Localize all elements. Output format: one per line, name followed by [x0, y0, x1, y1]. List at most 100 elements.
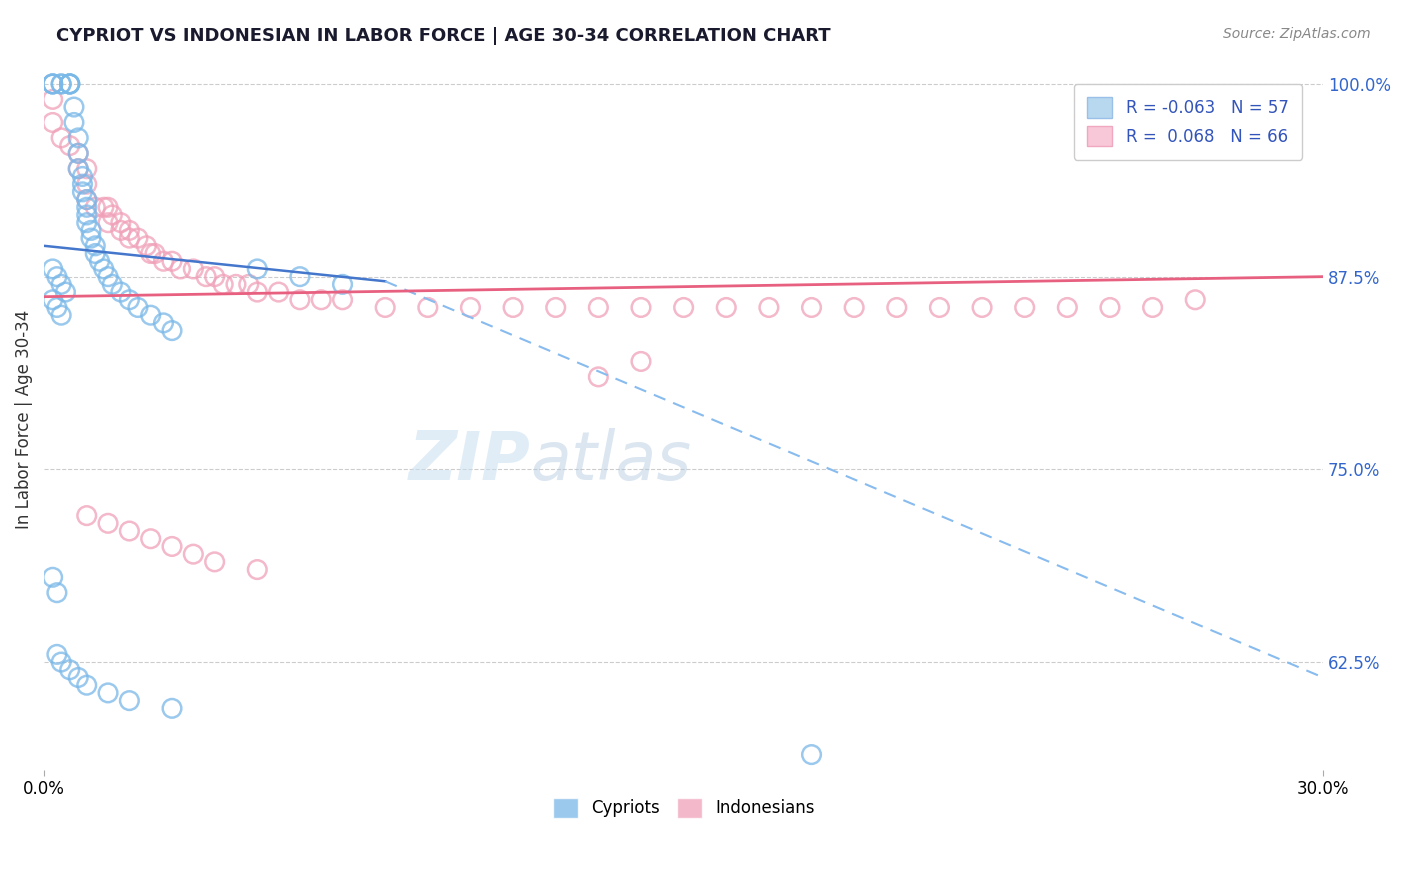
Point [110, 216, 132, 230]
Point [97, 269, 120, 284]
Point [51, 655, 73, 669]
Point [267, 285, 290, 299]
Point [118, 231, 141, 245]
Point [59, 138, 82, 153]
Point [93, 262, 115, 277]
Point [800, 301, 823, 315]
Point [238, 277, 260, 292]
Point [374, 301, 396, 315]
Point [80, 223, 103, 237]
Point [246, 285, 269, 299]
Point [544, 301, 567, 315]
Point [288, 269, 311, 284]
Point [118, 293, 141, 307]
Point [195, 269, 218, 284]
Point [67, 671, 90, 685]
Point [84, 246, 107, 260]
Point [332, 293, 354, 307]
Text: ZIP: ZIP [408, 428, 530, 494]
Point [160, 254, 183, 268]
Point [212, 277, 235, 292]
Point [51, 308, 73, 322]
Point [139, 308, 162, 322]
Point [59, 77, 82, 91]
Point [76, 508, 98, 523]
Point [97, 516, 120, 531]
Point [630, 301, 652, 315]
Point [59, 77, 82, 91]
Point [169, 262, 191, 277]
Point [63, 115, 86, 129]
Point [97, 200, 120, 214]
Point [72, 185, 94, 199]
Point [51, 277, 73, 292]
Point [45, 269, 67, 284]
Point [800, 747, 823, 762]
Point [1142, 301, 1164, 315]
Point [588, 369, 610, 384]
Point [59, 77, 82, 91]
Point [72, 177, 94, 191]
Point [45, 301, 67, 315]
Point [41, 77, 63, 91]
Point [72, 169, 94, 184]
Point [76, 216, 98, 230]
Point [1184, 293, 1206, 307]
Point [143, 246, 166, 260]
Point [183, 547, 205, 561]
Point [204, 269, 226, 284]
Point [225, 277, 247, 292]
Point [110, 285, 132, 299]
Point [1014, 301, 1036, 315]
Point [41, 570, 63, 584]
Point [160, 701, 183, 715]
Point [97, 686, 120, 700]
Point [716, 301, 738, 315]
Point [139, 246, 162, 260]
Point [67, 161, 90, 176]
Point [59, 663, 82, 677]
Point [127, 231, 149, 245]
Point [67, 146, 90, 161]
Point [76, 200, 98, 214]
Point [118, 524, 141, 538]
Point [101, 208, 124, 222]
Point [139, 532, 162, 546]
Point [309, 293, 332, 307]
Point [84, 200, 107, 214]
Point [97, 216, 120, 230]
Point [246, 563, 269, 577]
Point [76, 678, 98, 692]
Point [67, 161, 90, 176]
Point [51, 77, 73, 91]
Point [204, 555, 226, 569]
Point [63, 100, 86, 114]
Point [41, 92, 63, 106]
Point [41, 77, 63, 91]
Point [886, 301, 908, 315]
Point [758, 301, 780, 315]
Point [41, 293, 63, 307]
Point [1056, 301, 1078, 315]
Point [89, 254, 111, 268]
Point [101, 277, 124, 292]
Point [55, 285, 77, 299]
Point [76, 193, 98, 207]
Point [332, 277, 354, 292]
Point [76, 193, 98, 207]
Point [288, 293, 311, 307]
Point [844, 301, 866, 315]
Point [51, 77, 73, 91]
Point [630, 354, 652, 368]
Point [152, 316, 174, 330]
Point [76, 177, 98, 191]
Point [246, 262, 269, 277]
Text: Source: ZipAtlas.com: Source: ZipAtlas.com [1223, 27, 1371, 41]
Point [502, 301, 524, 315]
Point [67, 146, 90, 161]
Point [110, 223, 132, 237]
Legend: Cypriots, Indonesians: Cypriots, Indonesians [546, 791, 821, 825]
Point [93, 200, 115, 214]
Text: CYPRIOT VS INDONESIAN IN LABOR FORCE | AGE 30-34 CORRELATION CHART: CYPRIOT VS INDONESIAN IN LABOR FORCE | A… [56, 27, 831, 45]
Point [1098, 301, 1121, 315]
